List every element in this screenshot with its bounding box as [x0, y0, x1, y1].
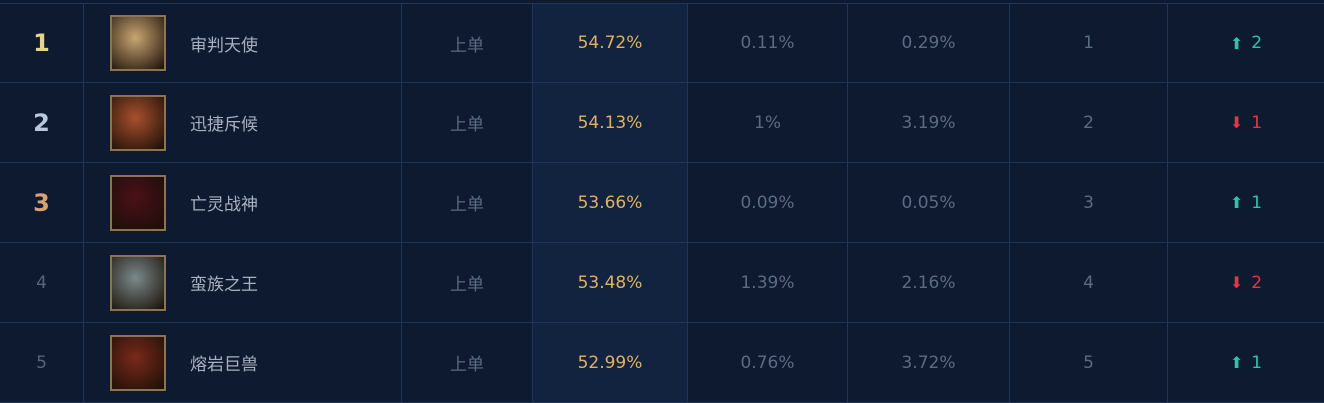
tier: 2 — [1010, 83, 1168, 162]
win-rate: 53.66% — [533, 163, 688, 242]
win-rate: 53.48% — [533, 243, 688, 322]
rank-change: 1 — [1251, 112, 1263, 133]
ban-rate: 3.19% — [848, 83, 1010, 162]
champion-name[interactable]: 迅捷斥候 — [190, 115, 258, 135]
champion-name[interactable]: 审判天使 — [190, 35, 258, 56]
ban-rate: 0.05% — [848, 163, 1010, 242]
position: 上单 — [402, 323, 533, 402]
ban-rate: 2.16% — [848, 243, 1010, 322]
champion-name[interactable]: 亡灵战神 — [190, 195, 258, 215]
tier: 5 — [1010, 323, 1168, 402]
position: 上单 — [402, 243, 533, 322]
champion-avatar[interactable] — [110, 174, 166, 231]
arrow-up-icon: ⬆ — [1229, 193, 1244, 212]
table-row[interactable]: 3 亡灵战神 上单 53.66% 0.09% 0.05% 3 ⬆ 1 — [0, 163, 1324, 243]
rank-change: 1 — [1251, 352, 1263, 373]
position: 上单 — [402, 4, 533, 82]
champion-avatar[interactable] — [110, 334, 166, 391]
champion-ranking-table: 1 审判天使 上单 54.72% 0.11% 0.29% 1 ⬆ 2 2 迅捷斥候… — [0, 3, 1324, 403]
champion-avatar[interactable] — [110, 254, 166, 311]
champion-name[interactable]: 熔岩巨兽 — [190, 355, 258, 375]
arrow-down-icon: ⬇ — [1229, 113, 1244, 132]
pick-rate: 0.76% — [688, 323, 848, 402]
champion-name[interactable]: 蛮族之王 — [190, 275, 258, 295]
rank-change: 2 — [1251, 272, 1263, 293]
tier: 3 — [1010, 163, 1168, 242]
ban-rate: 3.72% — [848, 323, 1010, 402]
table-row[interactable]: 4 蛮族之王 上单 53.48% 1.39% 2.16% 4 ⬇ 2 — [0, 243, 1324, 323]
win-rate: 54.13% — [533, 83, 688, 162]
pick-rate: 1.39% — [688, 243, 848, 322]
position: 上单 — [402, 83, 533, 162]
pick-rate: 0.09% — [688, 163, 848, 242]
champion-avatar[interactable] — [110, 94, 166, 151]
tier: 4 — [1010, 243, 1168, 322]
win-rate: 52.99% — [533, 323, 688, 402]
rank-number: 3 — [33, 188, 50, 217]
rank-number: 4 — [36, 272, 47, 293]
arrow-up-icon: ⬆ — [1229, 33, 1244, 53]
arrow-down-icon: ⬇ — [1229, 273, 1244, 292]
arrow-up-icon: ⬆ — [1229, 353, 1244, 372]
tier: 1 — [1010, 4, 1168, 82]
rank-change: 1 — [1251, 192, 1263, 213]
position: 上单 — [402, 163, 533, 242]
pick-rate: 1% — [688, 83, 848, 162]
table-row[interactable]: 2 迅捷斥候 上单 54.13% 1% 3.19% 2 ⬇ 1 — [0, 83, 1324, 163]
win-rate: 54.72% — [533, 4, 688, 82]
rank-number: 2 — [33, 108, 50, 137]
rank-number: 1 — [33, 29, 50, 57]
table-row[interactable]: 1 审判天使 上单 54.72% 0.11% 0.29% 1 ⬆ 2 — [0, 3, 1324, 83]
ban-rate: 0.29% — [848, 4, 1010, 82]
rank-number: 5 — [36, 352, 47, 373]
rank-change: 2 — [1251, 33, 1263, 53]
pick-rate: 0.11% — [688, 4, 848, 82]
champion-avatar[interactable] — [110, 15, 166, 71]
table-row[interactable]: 5 熔岩巨兽 上单 52.99% 0.76% 3.72% 5 ⬆ 1 — [0, 323, 1324, 403]
